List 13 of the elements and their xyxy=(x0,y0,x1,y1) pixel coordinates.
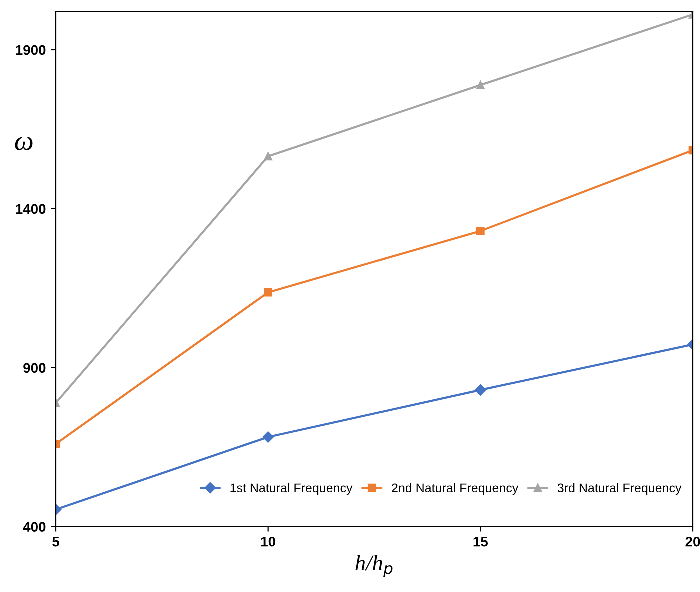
y-axis-title: ω xyxy=(15,137,33,150)
y-tick-label: 1400 xyxy=(16,204,46,214)
y-tick-label: 400 xyxy=(23,522,46,532)
y-tick-label: 1900 xyxy=(16,45,46,56)
y-tick-label: 900 xyxy=(24,363,46,374)
legend-label: 1st Natural Frequency xyxy=(230,483,353,496)
x-tick-label: 20 xyxy=(686,536,700,547)
legend-label: 2nd Natural Frequency xyxy=(392,483,519,496)
x-axis-title: h/h$_{p}$ xyxy=(356,555,393,578)
x-tick-label: 5 xyxy=(52,537,60,547)
legend-label: 3rd Natural Frequency xyxy=(558,483,682,496)
x-tick-label: 10 xyxy=(261,536,276,547)
x-tick-label: 15 xyxy=(474,537,488,547)
